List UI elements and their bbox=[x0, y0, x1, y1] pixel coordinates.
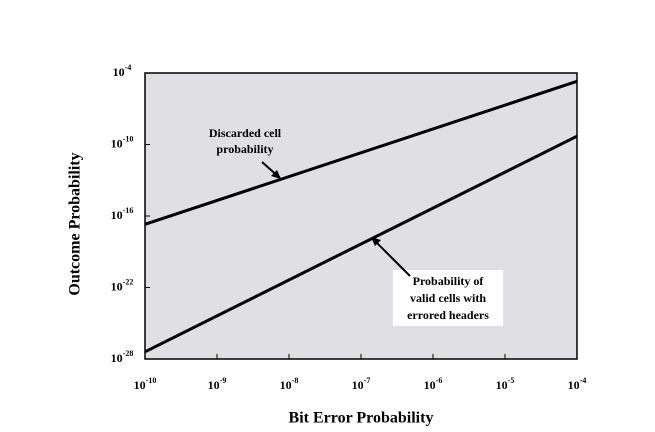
series-line bbox=[144, 134, 578, 354]
x-tick-label: 10-10 bbox=[134, 376, 157, 392]
arrow-head bbox=[371, 237, 381, 246]
y-tick-label: 10-28 bbox=[111, 349, 134, 365]
annotation: Probability of valid cells with errored … bbox=[371, 237, 503, 326]
annotation-line: probability bbox=[216, 142, 273, 156]
y-tick-label: 10-10 bbox=[111, 134, 134, 150]
series-line bbox=[144, 79, 578, 226]
x-tick-label: 10-8 bbox=[280, 376, 299, 392]
annotation: Discarded cell probability bbox=[209, 126, 282, 179]
annotation-box bbox=[393, 270, 503, 326]
annotation-arrow bbox=[372, 238, 411, 277]
y-axis-label: Outcome Probability bbox=[67, 152, 84, 295]
x-axis-label: Bit Error Probability bbox=[289, 410, 434, 427]
x-tick-label: 10-5 bbox=[496, 376, 515, 392]
y-tick-label: 10-22 bbox=[111, 277, 134, 293]
annotation-line: Discarded cell bbox=[209, 126, 282, 140]
x-tick-label: 10-6 bbox=[424, 376, 443, 392]
y-tick-label: 10-4 bbox=[113, 63, 132, 79]
x-tick-label: 10-4 bbox=[568, 376, 587, 392]
x-tick-label: 10-7 bbox=[352, 376, 371, 392]
annotation-line: valid cells with bbox=[410, 291, 486, 305]
annotation-line: errored headers bbox=[407, 308, 489, 322]
annotation-line: Probability of bbox=[413, 274, 485, 288]
x-tick-label: 10-9 bbox=[208, 376, 227, 392]
y-tick-label: 10-16 bbox=[111, 206, 134, 222]
arrow-head bbox=[271, 170, 281, 179]
plot-area bbox=[144, 72, 578, 360]
